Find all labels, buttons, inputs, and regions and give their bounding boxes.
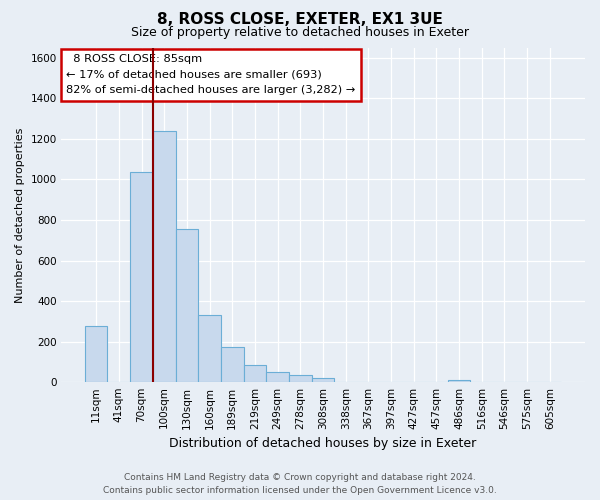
X-axis label: Distribution of detached houses by size in Exeter: Distribution of detached houses by size … xyxy=(169,437,476,450)
Bar xyxy=(130,172,153,382)
Bar xyxy=(289,376,311,382)
Text: Contains HM Land Registry data © Crown copyright and database right 2024.
Contai: Contains HM Land Registry data © Crown c… xyxy=(103,473,497,495)
Bar xyxy=(311,378,334,382)
Bar xyxy=(266,372,289,382)
Bar xyxy=(448,380,470,382)
Bar xyxy=(85,326,107,382)
Bar xyxy=(176,229,198,382)
Text: 8, ROSS CLOSE, EXETER, EX1 3UE: 8, ROSS CLOSE, EXETER, EX1 3UE xyxy=(157,12,443,28)
Bar xyxy=(198,316,221,382)
Bar xyxy=(153,130,176,382)
Text: 8 ROSS CLOSE: 85sqm
← 17% of detached houses are smaller (693)
82% of semi-detac: 8 ROSS CLOSE: 85sqm ← 17% of detached ho… xyxy=(66,54,355,96)
Y-axis label: Number of detached properties: Number of detached properties xyxy=(15,127,25,302)
Bar xyxy=(221,347,244,382)
Bar xyxy=(244,365,266,382)
Text: Size of property relative to detached houses in Exeter: Size of property relative to detached ho… xyxy=(131,26,469,39)
